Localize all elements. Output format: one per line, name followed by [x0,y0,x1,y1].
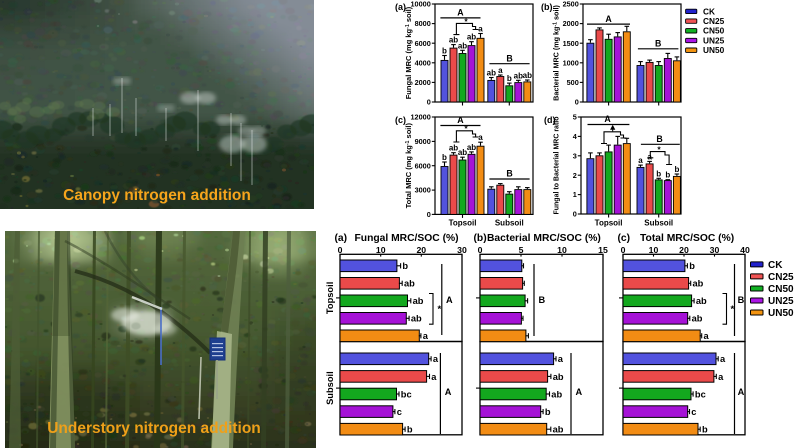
svg-text:a: a [704,331,710,341]
svg-text:30: 30 [457,245,467,255]
svg-text:B: B [539,295,546,305]
svg-text:b: b [402,261,408,271]
svg-text:Total MRC/SOC (%): Total MRC/SOC (%) [640,233,734,244]
svg-text:Canopy nitrogen addition: Canopy nitrogen addition [63,187,251,204]
svg-text:20: 20 [679,245,689,255]
svg-text:Bacterial MRC/SOC (%): Bacterial MRC/SOC (%) [487,233,601,244]
svg-text:a: a [558,354,564,364]
svg-text:a: a [718,372,724,382]
svg-text:(b): (b) [474,233,487,244]
svg-text:bc: bc [401,389,412,399]
svg-text:40: 40 [740,245,750,255]
svg-text:b: b [689,261,695,271]
svg-text:(a): (a) [335,233,348,244]
svg-text:ab: ab [553,425,564,435]
svg-text:5: 5 [519,245,524,255]
svg-text:0: 0 [478,245,483,255]
svg-text:0: 0 [621,245,626,255]
svg-text:ab: ab [692,314,703,324]
svg-text:ab: ab [411,314,422,324]
svg-text:A: A [446,295,453,305]
svg-text:Topsoil: Topsoil [325,282,335,314]
svg-text:30: 30 [710,245,720,255]
svg-text:CN50: CN50 [768,284,794,295]
svg-text:0: 0 [338,245,343,255]
svg-text:*: * [438,304,442,315]
svg-text:Fungal MRC/SOC (%): Fungal MRC/SOC (%) [355,233,459,244]
svg-text:a: a [431,372,437,382]
svg-text:b: b [545,407,551,417]
svg-text:bc: bc [695,389,706,399]
svg-text:ab: ab [696,296,707,306]
svg-text:ab: ab [693,279,704,289]
svg-text:B: B [738,295,745,305]
svg-text:b: b [407,425,413,435]
svg-text:c: c [691,407,696,417]
svg-text:c: c [397,407,402,417]
svg-text:a: a [433,354,439,364]
svg-text:UN25: UN25 [768,296,794,307]
svg-text:b: b [702,425,708,435]
svg-text:a: a [423,331,429,341]
svg-text:ab: ab [553,372,564,382]
svg-text:ab: ab [413,296,424,306]
svg-text:A: A [576,387,583,397]
svg-text:CK: CK [768,260,783,271]
svg-text:UN50: UN50 [768,308,794,319]
svg-text:CN25: CN25 [768,272,794,283]
svg-text:A: A [738,387,745,397]
svg-text:(c): (c) [618,233,631,244]
svg-text:ab: ab [551,389,562,399]
svg-text:15: 15 [598,245,608,255]
svg-text:10: 10 [649,245,659,255]
svg-text:A: A [445,387,452,397]
svg-text:a: a [720,354,726,364]
svg-text:ab: ab [404,279,415,289]
svg-text:Subsoil: Subsoil [325,371,335,405]
svg-text:10: 10 [376,245,386,255]
svg-text:20: 20 [416,245,426,255]
svg-text:10: 10 [557,245,567,255]
